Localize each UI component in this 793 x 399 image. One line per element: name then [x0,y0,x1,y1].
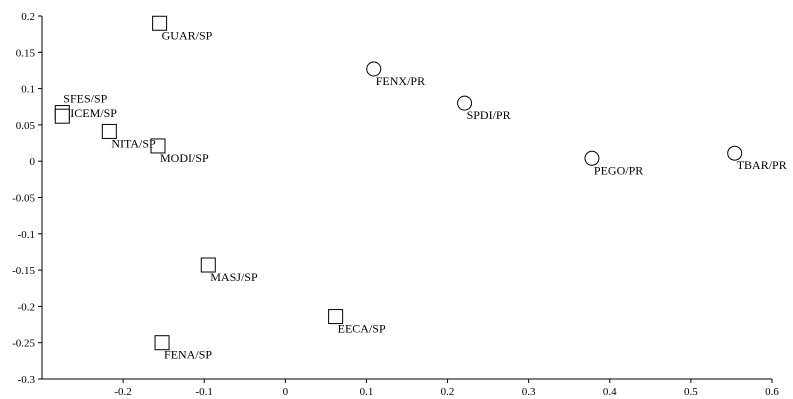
point-label: TBAR/PR [737,158,787,172]
y-tick-label: -0.1 [18,229,35,241]
square-point-marker [154,335,170,351]
circle-point-marker [584,150,600,166]
x-tick-label: 0.2 [441,386,455,398]
circle-point-marker [727,145,743,161]
y-tick-label: -0.25 [12,338,35,350]
x-tick-label: 0.6 [765,386,779,398]
point-label: FENA/SP [164,348,212,362]
circle-point-marker [457,95,473,111]
point-label: GUAR/SP [162,28,213,42]
square-point-marker [328,309,344,325]
y-tick-label: -0.05 [12,193,35,205]
y-tick-label: -0.15 [12,265,35,277]
square-point-marker [152,15,168,31]
x-tick-label: 0.3 [522,386,536,398]
square-point-marker [54,108,70,124]
point-label: FENX/PR [376,74,425,88]
square-point-marker [101,123,117,139]
x-tick-label: 0.4 [603,386,617,398]
point-label: MASJ/SP [210,270,258,284]
square-point-marker [150,138,166,154]
y-tick-label: 0.2 [21,11,35,23]
x-tick-label: 0 [283,386,289,398]
y-tick-label: 0.05 [16,120,36,132]
y-tick-label: 0.15 [16,47,36,59]
point-label: EECA/SP [338,322,386,336]
x-tick-label: 0.1 [360,386,374,398]
x-tick-label: 0.5 [684,386,698,398]
x-tick-label: -0.2 [114,386,131,398]
y-tick-label: -0.2 [18,301,35,313]
point-label: NITA/SP [111,136,156,150]
point-label: MODI/SP [160,151,209,165]
y-tick-label: -0.3 [18,374,36,386]
circle-point-marker [366,61,382,77]
axes: 0.2 0.15 0.1 0.05 0 -0.05 -0.1 -0.15 -0.2 -0.25 -0… [12,11,779,398]
y-tick-label: 0.1 [21,84,35,96]
square-point-marker [200,257,216,273]
point-label: PEGO/PR [594,163,643,177]
y-tick-label: 0 [30,156,36,168]
x-tick-label: -0.1 [196,386,213,398]
point-label: ICEM/SP [70,106,117,120]
point-label: SFES/SP [63,92,107,106]
point-label: SPDI/PR [467,108,511,122]
